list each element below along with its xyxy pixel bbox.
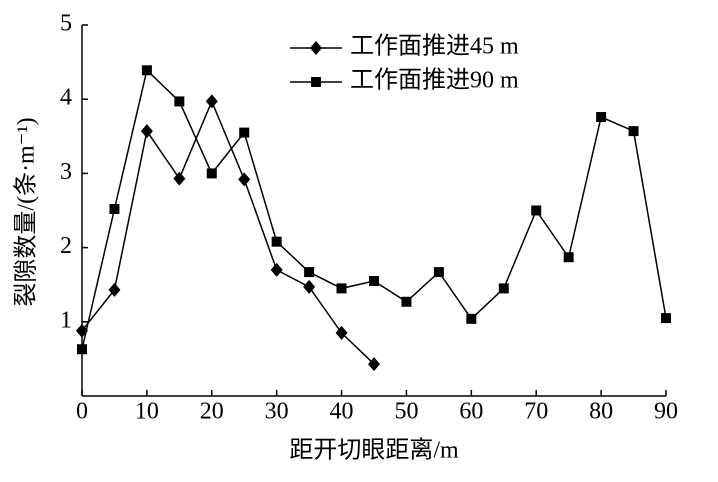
marker <box>239 127 250 138</box>
legend-label: 工作面推进45 m <box>350 33 519 60</box>
x-axis-label: 距开切眼距离/m <box>289 437 459 464</box>
marker <box>206 168 217 179</box>
x-tick-label: 30 <box>265 399 289 425</box>
y-tick-label: 4 <box>60 85 72 111</box>
marker <box>173 171 186 186</box>
y-tick-label: 5 <box>60 11 72 37</box>
legend-label: 工作面推进90 m <box>350 67 519 94</box>
marker <box>77 344 87 355</box>
marker <box>109 204 120 215</box>
marker <box>369 275 379 286</box>
marker <box>271 236 282 247</box>
marker <box>336 283 347 294</box>
x-tick-label: 20 <box>200 399 224 425</box>
marker <box>531 205 542 216</box>
marker <box>433 267 444 278</box>
marker <box>628 126 639 137</box>
marker <box>140 124 153 139</box>
marker <box>661 313 671 324</box>
x-tick-label: 60 <box>459 399 483 425</box>
marker <box>335 325 348 340</box>
marker <box>311 77 321 87</box>
marker <box>108 282 121 297</box>
x-tick-label: 90 <box>654 399 678 425</box>
marker <box>498 283 509 294</box>
x-tick-label: 10 <box>135 399 159 425</box>
marker <box>205 94 218 109</box>
marker <box>401 296 412 307</box>
y-tick-label: 3 <box>60 159 72 185</box>
y-axis-label: 裂隙数量/(条·m⁻¹) <box>13 117 40 306</box>
marker <box>303 279 316 294</box>
marker <box>466 313 477 324</box>
y-tick-label: 2 <box>60 233 72 259</box>
x-tick-label: 70 <box>524 399 548 425</box>
marker <box>304 267 315 278</box>
marker <box>563 252 574 263</box>
marker <box>270 262 283 277</box>
marker <box>174 96 185 107</box>
marker <box>310 41 322 55</box>
x-tick-label: 50 <box>394 399 418 425</box>
marker <box>238 172 251 187</box>
x-tick-label: 80 <box>589 399 613 425</box>
series-line <box>81 68 667 350</box>
y-tick-label: 1 <box>60 307 72 333</box>
marker <box>141 65 152 76</box>
x-tick-label: 40 <box>330 399 354 425</box>
marker <box>596 112 607 123</box>
x-tick-label: 0 <box>76 399 88 425</box>
series-line <box>81 99 375 365</box>
marker <box>368 357 380 372</box>
